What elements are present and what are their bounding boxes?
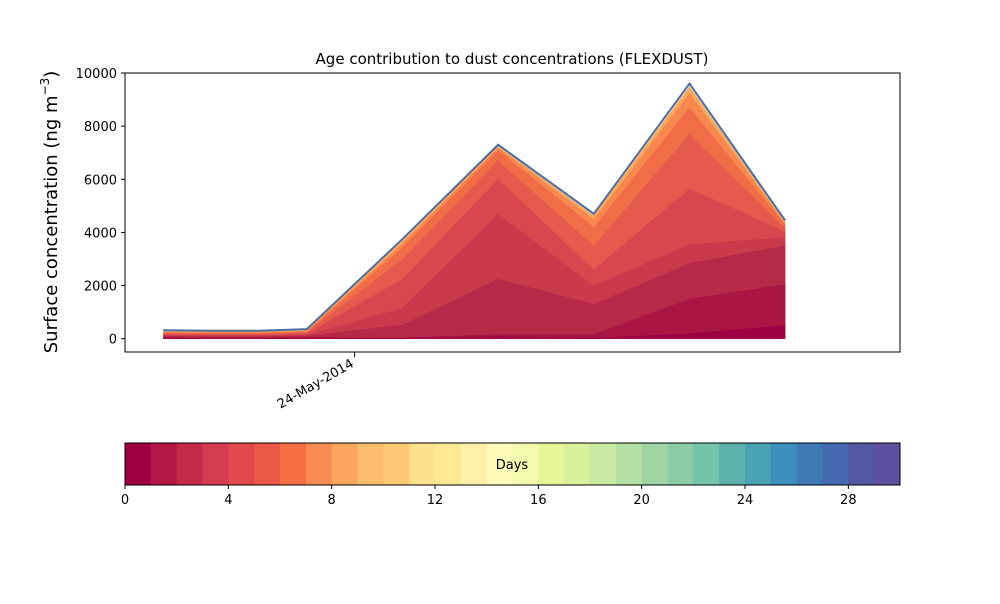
y-axis-label-main: Surface concentration (ng m: [41, 95, 62, 353]
colorbar-cell: [202, 443, 229, 485]
y-axis: 0 2000 4000 6000 8000 10000: [76, 67, 125, 348]
colorbar-cell: [228, 443, 255, 485]
colorbar-cell: [822, 443, 849, 485]
colorbar-cell: [719, 443, 746, 485]
colorbar-tick-label: 28: [840, 493, 857, 508]
colorbar-cell: [486, 443, 513, 485]
y-tick-label: 6000: [84, 173, 117, 188]
colorbar-label: Days: [496, 458, 529, 473]
colorbar-cell: [280, 443, 307, 485]
colorbar-cell: [383, 443, 410, 485]
colorbar-cell: [357, 443, 384, 485]
colorbar-cell: [796, 443, 823, 485]
plot-area: [163, 81, 787, 339]
colorbar-cell: [512, 443, 539, 485]
colorbar-cell: [538, 443, 565, 485]
colorbar-cell: [409, 443, 436, 485]
age-band-0: [163, 325, 786, 339]
colorbar-tick-label: 4: [224, 493, 232, 508]
y-tick-label: 0: [109, 333, 117, 348]
y-tick-label: 8000: [84, 120, 117, 135]
colorbar: [125, 443, 901, 485]
colorbar-cell: [460, 443, 488, 485]
colorbar-cell: [874, 443, 901, 485]
total-line: [163, 81, 787, 332]
colorbar-cell: [176, 443, 203, 485]
colorbar-cell: [745, 443, 772, 485]
colorbar-cell: [590, 443, 617, 485]
colorbar-ticks: 0 4 8 12 16 20 24 28: [121, 485, 857, 508]
colorbar-tick-label: 8: [328, 493, 336, 508]
chart-title: Age contribution to dust concentrations …: [316, 50, 709, 68]
age-band-1: [163, 284, 786, 339]
colorbar-cell: [848, 443, 875, 485]
y-axis-label-exponent: −3: [38, 78, 52, 96]
colorbar-tick-label: 12: [427, 493, 444, 508]
colorbar-cell: [564, 443, 591, 485]
colorbar-cell: [254, 443, 281, 485]
colorbar-cell: [435, 443, 462, 485]
colorbar-cell: [641, 443, 668, 485]
colorbar-tick-label: 16: [530, 493, 547, 508]
y-tick-label: 2000: [84, 280, 117, 295]
plot-frame: [124, 72, 901, 353]
colorbar-cell: [125, 443, 152, 485]
y-axis-label-close: ): [41, 71, 62, 78]
colorbar-cell: [150, 443, 178, 485]
colorbar-cell: [667, 443, 694, 485]
colorbar-cell: [693, 443, 720, 485]
y-tick-label: 4000: [84, 226, 117, 241]
colorbar-cell: [770, 443, 798, 485]
age-band-2: [163, 245, 786, 339]
colorbar-cell: [305, 443, 333, 485]
colorbar-tick-label: 24: [737, 493, 754, 508]
y-tick-label: 10000: [76, 67, 117, 82]
colorbar-tick-label: 0: [121, 493, 129, 508]
colorbar-cell: [331, 443, 358, 485]
x-tick-label: 24-May-2014: [275, 356, 357, 412]
y-axis-label: Surface concentration (ng m−3): [38, 71, 62, 354]
colorbar-tick-label: 20: [633, 493, 650, 508]
x-axis: 24-May-2014: [275, 352, 357, 412]
colorbar-cell: [615, 443, 643, 485]
colorbar-frame: [124, 442, 901, 486]
